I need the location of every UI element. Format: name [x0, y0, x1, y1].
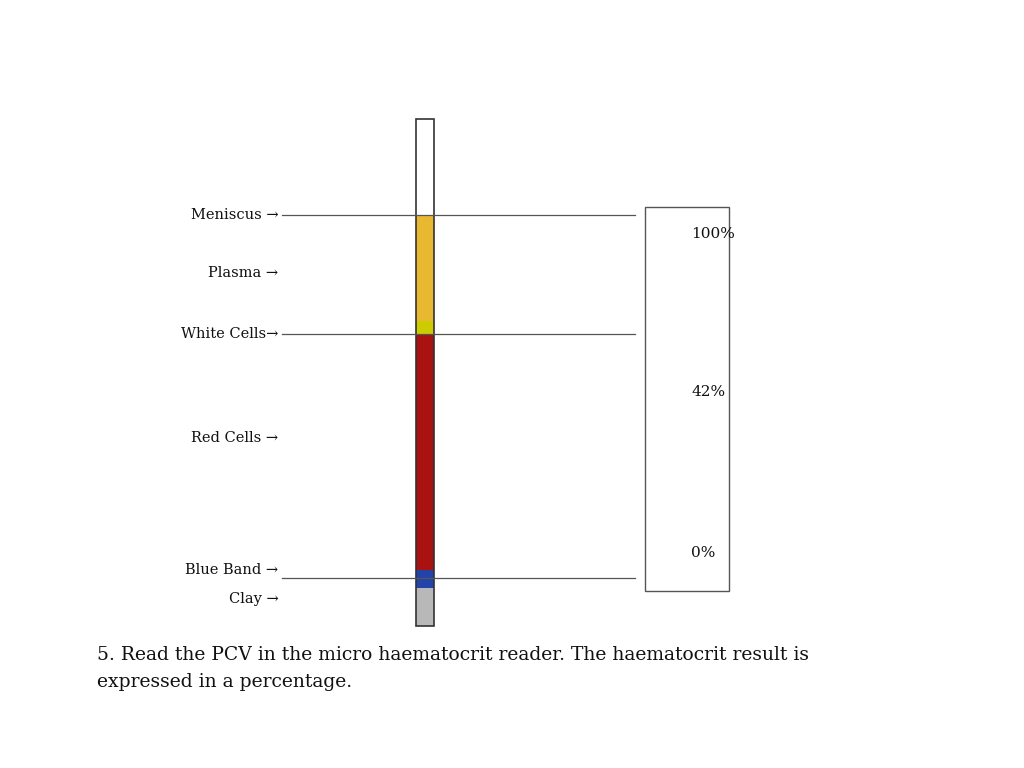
- Text: White Cells→: White Cells→: [181, 327, 279, 341]
- Bar: [416, 588, 434, 626]
- Bar: [416, 215, 434, 321]
- Bar: [645, 207, 729, 591]
- Text: 42%: 42%: [691, 385, 725, 399]
- Text: Blue Band →: Blue Band →: [185, 563, 279, 577]
- Text: 100%: 100%: [691, 227, 735, 241]
- Text: 5. Read the PCV in the micro haematocrit reader. The haematocrit result is: 5. Read the PCV in the micro haematocrit…: [97, 647, 809, 664]
- Bar: [416, 334, 434, 570]
- Text: expressed in a percentage.: expressed in a percentage.: [97, 674, 352, 691]
- Text: 0%: 0%: [691, 546, 716, 560]
- Text: Plasma →: Plasma →: [209, 266, 279, 280]
- Text: Red Cells →: Red Cells →: [191, 431, 279, 445]
- Bar: [416, 570, 434, 588]
- Text: Clay →: Clay →: [228, 592, 279, 606]
- Bar: [416, 119, 434, 626]
- Bar: [416, 321, 434, 334]
- Text: Meniscus →: Meniscus →: [190, 208, 279, 222]
- Bar: [416, 119, 434, 215]
